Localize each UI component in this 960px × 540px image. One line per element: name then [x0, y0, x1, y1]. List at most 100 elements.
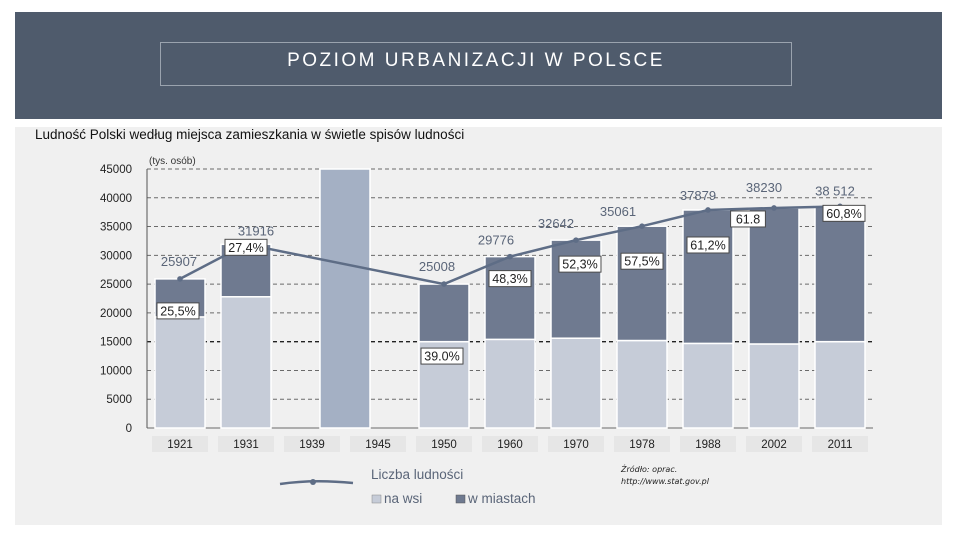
- urbanization-box: [822, 204, 866, 222]
- urbanization-box: [156, 302, 200, 320]
- urbanization-label: 61.8: [736, 212, 760, 226]
- population-label: 38 512: [815, 183, 855, 198]
- legend-line-marker: [310, 479, 316, 485]
- bar-urban-1978: [616, 225, 668, 342]
- urbanization-label: 52,3%: [562, 258, 597, 272]
- x-tick-bg: [482, 436, 538, 452]
- x-tick-label: 1978: [629, 439, 655, 451]
- bar-urban-1988: [682, 209, 734, 345]
- legend-rural-label: na wsi: [384, 491, 422, 506]
- x-tick-bg: [680, 436, 736, 452]
- bar-rural-1978: [616, 339, 668, 429]
- title-box: POZIOM URBANIZACJI W POLSCE: [160, 42, 792, 86]
- content-panel: Ludność Polski według miejsca zamieszkan…: [15, 127, 942, 525]
- bar-urban-2011: [814, 205, 866, 343]
- x-tick-bg: [350, 436, 406, 452]
- urbanization-box: [558, 255, 602, 273]
- population-point: [177, 276, 183, 282]
- legend-rural-swatch: [371, 494, 382, 504]
- bar-rural-1970: [550, 337, 602, 429]
- gap-band-1939-1945: [319, 168, 371, 429]
- x-tick-label: 1950: [431, 439, 457, 451]
- y-tick-label: 0: [126, 423, 132, 435]
- bar-rural-1931: [220, 296, 272, 429]
- population-label: 31916: [238, 223, 274, 238]
- population-point: [771, 205, 777, 211]
- population-point: [639, 223, 645, 230]
- source-note: Źródło: oprac. http://www.stat.gov.pl: [621, 464, 709, 488]
- urbanization-box: [686, 236, 730, 254]
- x-tick-label: 1931: [233, 439, 259, 451]
- y-tick-label: 40000: [100, 193, 132, 205]
- population-label: 32642: [538, 216, 574, 231]
- population-label: 29776: [478, 233, 514, 248]
- population-label: 25008: [419, 259, 455, 274]
- x-tick-label: 1921: [167, 439, 193, 451]
- urbanization-label: 61,2%: [690, 238, 725, 252]
- x-tick-label: 1939: [299, 439, 325, 451]
- population-chart: (tys. osób) 0 5000 10000 15000 20000 25000 3000…: [100, 156, 873, 506]
- chart-subtitle: Ludność Polski według miejsca zamieszkan…: [35, 127, 465, 142]
- bar-urban-1970: [550, 239, 602, 339]
- bar-rural-2002: [748, 343, 800, 429]
- population-point: [705, 207, 711, 213]
- y-tick-label: 30000: [100, 250, 132, 262]
- bar-urban-2002: [748, 207, 800, 345]
- x-tick-bg: [812, 436, 868, 452]
- population-label: 38230: [746, 180, 782, 195]
- x-tick-bg: [614, 436, 670, 452]
- page-title: POZIOM URBANIZACJI W POLSCE: [287, 50, 665, 71]
- y-tick-label: 15000: [100, 337, 132, 349]
- legend-urban-swatch: [455, 494, 466, 504]
- urbanization-box: [730, 210, 766, 228]
- x-tick-bg: [284, 436, 340, 452]
- y-tick-label: 5000: [106, 394, 132, 406]
- population-label: 37879: [680, 188, 716, 203]
- urbanization-label: 60,8%: [826, 207, 861, 221]
- x-tick-bg: [218, 436, 274, 452]
- urbanization-box: [488, 270, 532, 288]
- x-tick-bg: [548, 436, 604, 452]
- bar-rural-2011: [814, 340, 866, 429]
- y-tick-label: 25000: [100, 279, 132, 291]
- legend-line-swatch: [279, 479, 354, 486]
- x-tick-bg: [746, 436, 802, 452]
- legend-line-label: Liczba ludności: [371, 467, 463, 482]
- source-line-2: http://www.stat.gov.pl: [621, 477, 709, 486]
- y-tick-label: 20000: [100, 308, 132, 320]
- y-tick-label: 45000: [100, 164, 132, 176]
- x-tick-label: 1988: [695, 439, 721, 451]
- urbanization-label: 25,5%: [160, 304, 195, 318]
- urbanization-box: [620, 252, 664, 270]
- bar-rural-1960: [484, 338, 536, 429]
- population-label: 25907: [161, 254, 197, 269]
- x-tick-bg: [416, 436, 472, 452]
- bar-rural-1988: [682, 342, 734, 429]
- y-unit-label: (tys. osób): [149, 156, 196, 167]
- urbanization-label: 39.0%: [424, 350, 459, 364]
- urbanization-label: 57,5%: [624, 255, 659, 269]
- population-label: 35061: [600, 204, 636, 219]
- bar-urban-1960: [484, 255, 536, 341]
- bar-rural-1921: [154, 316, 206, 429]
- x-tick-label: 1970: [563, 439, 589, 451]
- urbanization-box: [224, 238, 268, 256]
- population-point: [573, 237, 579, 243]
- population-point: [441, 281, 447, 287]
- x-tick-label: 2011: [828, 439, 853, 451]
- legend-urban-label: w miastach: [467, 491, 536, 506]
- y-tick-label: 35000: [100, 222, 132, 234]
- source-line-1: Źródło: oprac.: [621, 465, 678, 474]
- population-point: [507, 253, 513, 260]
- urbanization-box: [420, 347, 464, 365]
- x-tick-label: 2002: [761, 439, 787, 451]
- x-tick-bg: [152, 436, 208, 452]
- bar-urban-1950: [418, 283, 470, 343]
- urbanization-label: 27,4%: [228, 241, 263, 255]
- x-tick-label: 1960: [497, 439, 523, 451]
- y-tick-label: 10000: [100, 365, 132, 377]
- x-tick-label: 1945: [365, 439, 391, 451]
- header-bar: POZIOM URBANIZACJI W POLSCE: [15, 12, 942, 119]
- urbanization-label: 48,3%: [492, 272, 527, 286]
